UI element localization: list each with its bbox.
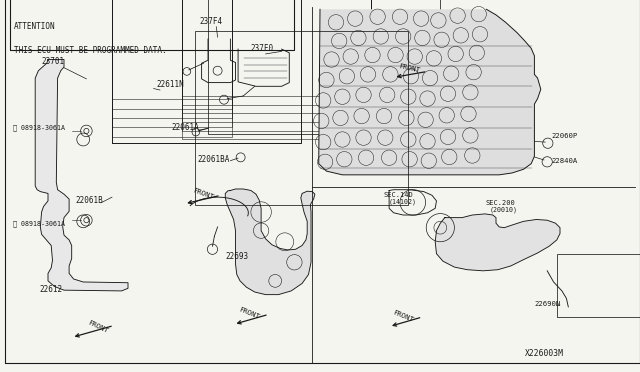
Text: FRONT: FRONT bbox=[192, 187, 214, 200]
Text: 22690N: 22690N bbox=[534, 301, 561, 307]
Bar bbox=[112, 0, 232, 137]
Text: 22061BA: 22061BA bbox=[197, 155, 230, 164]
Text: Ⓝ 08918-3061A: Ⓝ 08918-3061A bbox=[13, 124, 65, 131]
Bar bbox=[10, 0, 294, 50]
Text: 22061B: 22061B bbox=[76, 196, 103, 205]
Bar bbox=[112, 0, 232, 109]
Bar bbox=[182, 0, 371, 105]
Bar bbox=[208, 0, 440, 134]
Bar bbox=[112, 0, 232, 127]
Text: FRONT: FRONT bbox=[392, 309, 414, 323]
Polygon shape bbox=[225, 189, 315, 295]
Bar bbox=[182, 0, 371, 140]
Text: (14102): (14102) bbox=[388, 198, 417, 205]
Bar bbox=[182, 0, 371, 96]
Text: X226003M: X226003M bbox=[525, 349, 564, 358]
Polygon shape bbox=[35, 60, 128, 291]
Text: 23701: 23701 bbox=[42, 57, 65, 66]
Text: FRONT: FRONT bbox=[398, 63, 420, 74]
Text: 22693: 22693 bbox=[225, 252, 248, 261]
Text: 22840A: 22840A bbox=[552, 158, 578, 164]
Text: SEC.14D: SEC.14D bbox=[384, 192, 413, 198]
Bar bbox=[182, 0, 371, 113]
Text: THIS ECU MUST BE PROGRAMMED DATA.: THIS ECU MUST BE PROGRAMMED DATA. bbox=[14, 46, 166, 55]
Bar bbox=[112, 0, 232, 118]
Bar bbox=[182, 0, 371, 122]
Bar bbox=[112, 0, 232, 99]
Polygon shape bbox=[319, 9, 541, 175]
Text: Ⓝ 08918-3061A: Ⓝ 08918-3061A bbox=[13, 220, 65, 227]
Text: 237F4: 237F4 bbox=[200, 17, 223, 26]
Text: 237F0: 237F0 bbox=[251, 44, 274, 53]
Text: 22612: 22612 bbox=[40, 285, 63, 294]
Text: 22611N: 22611N bbox=[157, 80, 184, 89]
Text: FRONT: FRONT bbox=[238, 306, 260, 320]
Bar bbox=[182, 0, 371, 131]
Text: 22060P: 22060P bbox=[552, 134, 578, 140]
Text: 22061A: 22061A bbox=[172, 123, 199, 132]
Polygon shape bbox=[435, 214, 560, 271]
Text: ATTENTION: ATTENTION bbox=[14, 22, 56, 31]
Bar bbox=[557, 254, 640, 317]
Text: SEC.200: SEC.200 bbox=[485, 201, 515, 206]
Text: (20010): (20010) bbox=[490, 206, 518, 213]
Bar bbox=[195, 31, 408, 205]
Bar bbox=[112, 0, 301, 143]
Text: FRONT: FRONT bbox=[86, 319, 109, 334]
